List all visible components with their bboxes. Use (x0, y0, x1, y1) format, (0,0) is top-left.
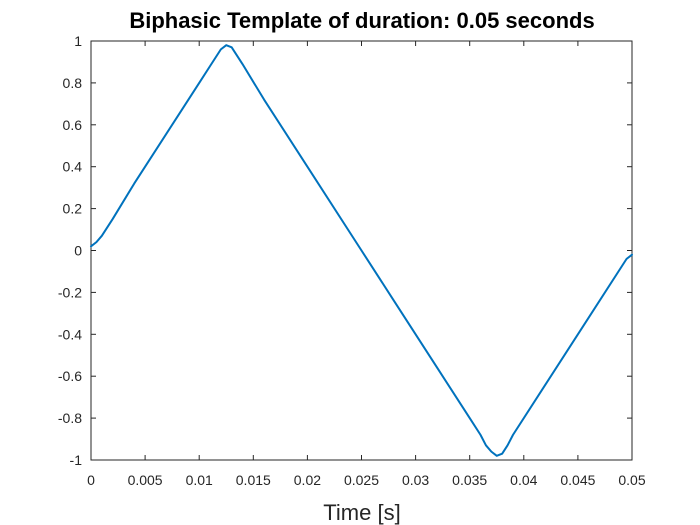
y-tick-label: 1 (74, 33, 82, 49)
chart-title: Biphasic Template of duration: 0.05 seco… (129, 8, 594, 33)
x-tick-label: 0.03 (402, 472, 429, 488)
series-line (90, 44, 633, 457)
y-tick-label: 0.4 (63, 159, 83, 175)
y-tick-label: 0.2 (63, 201, 83, 217)
x-tick-label: 0.05 (618, 472, 645, 488)
x-tick-label: 0.005 (128, 472, 163, 488)
y-axis: -1 -0.8 -0.6 -0.4 -0.2 0 0.2 0.4 0.6 0.8 1 (58, 33, 632, 468)
x-tick-label: 0.045 (560, 472, 595, 488)
x-tick-label: 0.04 (510, 472, 537, 488)
y-tick-label: -1 (70, 452, 83, 468)
y-tick-label: -0.4 (58, 326, 82, 342)
y-tick-label: -0.6 (58, 368, 82, 384)
x-axis-label: Time [s] (323, 500, 400, 525)
y-tick-label: 0 (74, 243, 82, 259)
y-tick-label: -0.2 (58, 284, 82, 300)
x-tick-label: 0.035 (452, 472, 487, 488)
x-tick-label: 0.01 (186, 472, 213, 488)
x-tick-label: 0.015 (236, 472, 271, 488)
x-tick-label: 0.025 (344, 472, 379, 488)
x-tick-label: 0.02 (294, 472, 321, 488)
y-tick-label: -0.8 (58, 410, 82, 426)
x-axis: 0 0.005 0.01 0.015 0.02 0.025 0.03 0.035 0.04 0.0… (87, 41, 646, 488)
series-layer (90, 44, 633, 457)
x-tick-label: 0 (87, 472, 95, 488)
y-tick-label: 0.6 (63, 117, 83, 133)
y-tick-label: 0.8 (63, 75, 83, 91)
